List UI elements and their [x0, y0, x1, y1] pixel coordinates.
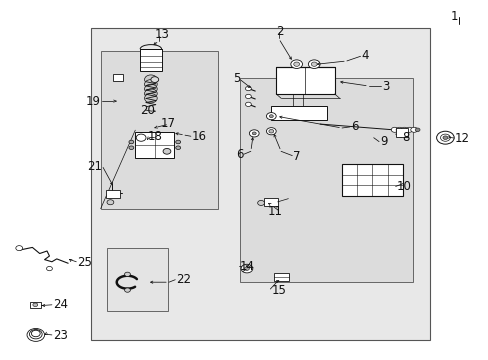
Bar — [276, 67, 334, 94]
Text: 13: 13 — [155, 28, 169, 41]
Circle shape — [144, 89, 157, 98]
Circle shape — [245, 86, 251, 91]
Text: 3: 3 — [381, 80, 388, 93]
Circle shape — [308, 60, 320, 68]
Text: 4: 4 — [361, 49, 368, 62]
Circle shape — [31, 330, 40, 337]
Text: 15: 15 — [271, 284, 285, 297]
Bar — [91, 28, 429, 339]
Circle shape — [293, 62, 299, 66]
Text: 23: 23 — [53, 329, 68, 342]
Circle shape — [107, 200, 114, 205]
Text: 19: 19 — [86, 95, 101, 108]
Circle shape — [151, 77, 158, 82]
Bar — [239, 78, 412, 282]
Text: 6: 6 — [236, 148, 243, 161]
Circle shape — [29, 329, 42, 339]
Text: 24: 24 — [53, 298, 68, 311]
Bar — [140, 49, 161, 71]
Bar — [107, 248, 167, 311]
Circle shape — [46, 266, 52, 271]
Text: 6: 6 — [350, 121, 358, 134]
Circle shape — [33, 303, 38, 307]
Circle shape — [410, 127, 417, 132]
Circle shape — [442, 136, 447, 139]
Circle shape — [27, 328, 44, 341]
Bar — [105, 190, 120, 198]
Circle shape — [144, 75, 157, 84]
Circle shape — [436, 131, 453, 144]
Text: 7: 7 — [293, 150, 300, 163]
Text: 20: 20 — [140, 104, 154, 117]
Circle shape — [440, 134, 449, 141]
Circle shape — [144, 80, 157, 89]
Circle shape — [257, 201, 264, 206]
Circle shape — [241, 264, 252, 273]
Circle shape — [311, 62, 317, 66]
Circle shape — [400, 127, 407, 132]
Text: 22: 22 — [176, 273, 191, 286]
Circle shape — [269, 115, 273, 118]
Circle shape — [245, 94, 251, 99]
Circle shape — [175, 140, 180, 144]
Circle shape — [124, 288, 130, 292]
Circle shape — [266, 113, 276, 120]
Circle shape — [244, 267, 249, 270]
Circle shape — [175, 146, 180, 149]
Bar — [395, 128, 407, 137]
Bar — [135, 132, 174, 158]
Circle shape — [163, 148, 170, 154]
Bar — [271, 106, 327, 120]
Circle shape — [144, 84, 157, 94]
Circle shape — [16, 246, 22, 251]
Text: 8: 8 — [402, 131, 409, 144]
Text: 11: 11 — [267, 205, 283, 218]
Circle shape — [136, 134, 146, 141]
Circle shape — [414, 128, 419, 132]
Text: 5: 5 — [233, 72, 240, 85]
Circle shape — [245, 102, 251, 107]
Text: 1: 1 — [449, 10, 457, 23]
Bar — [273, 273, 289, 281]
Text: 2: 2 — [276, 25, 283, 38]
Circle shape — [405, 127, 412, 132]
Text: 14: 14 — [239, 260, 254, 273]
Bar — [30, 302, 41, 308]
Bar — [113, 74, 122, 81]
Circle shape — [129, 140, 134, 144]
Circle shape — [144, 94, 157, 103]
Text: 16: 16 — [191, 130, 206, 143]
Text: 25: 25 — [77, 256, 92, 269]
Bar — [264, 198, 277, 206]
Circle shape — [290, 60, 302, 68]
Circle shape — [124, 272, 130, 276]
Circle shape — [395, 127, 402, 132]
Bar — [341, 164, 402, 196]
Circle shape — [390, 127, 397, 132]
Circle shape — [268, 130, 273, 133]
Circle shape — [252, 132, 256, 135]
Text: 9: 9 — [379, 135, 387, 148]
Circle shape — [249, 130, 259, 137]
Bar — [101, 51, 217, 209]
Circle shape — [266, 128, 276, 135]
Text: 18: 18 — [148, 130, 163, 144]
Text: 12: 12 — [454, 131, 469, 145]
Text: 17: 17 — [160, 117, 175, 130]
Text: 10: 10 — [396, 180, 411, 193]
Circle shape — [129, 146, 134, 149]
Text: 21: 21 — [87, 160, 102, 173]
